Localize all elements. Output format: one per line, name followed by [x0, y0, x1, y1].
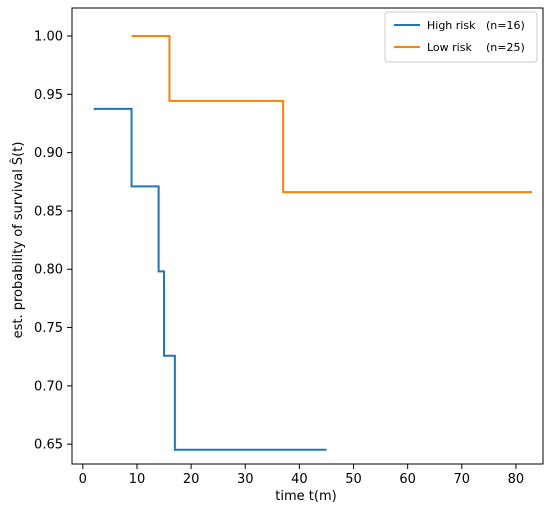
y-tick-label: 1.00: [34, 29, 63, 44]
legend-label-low-risk: Low risk: [427, 41, 472, 54]
series-line-low-risk: [131, 34, 533, 194]
x-tick-label: 30: [237, 472, 254, 487]
series-line-high-risk: [93, 107, 327, 451]
x-tick-label: 0: [79, 472, 87, 487]
x-tick-label: 50: [345, 472, 362, 487]
x-tick-label: 40: [291, 472, 308, 487]
y-tick-label: 0.70: [34, 379, 63, 394]
legend-box: [384, 11, 538, 63]
y-tick-label: 0.65: [34, 438, 63, 453]
legend: High risk (n=16) Low risk (n=25): [384, 11, 538, 63]
y-tick-label: 0.95: [34, 88, 63, 103]
legend-label-high-risk: High risk: [427, 19, 476, 32]
y-axis-label: est. probability of survival Ŝ(t): [10, 142, 26, 339]
plot-frame: [71, 7, 544, 465]
x-axis-ticks: 0 10 20 30 40 50 60 70 80: [79, 464, 525, 487]
x-tick-label: 20: [183, 472, 200, 487]
x-tick-label: 60: [399, 472, 416, 487]
x-tick-label: 80: [508, 472, 525, 487]
legend-count-high-risk: (n=16): [486, 19, 525, 32]
x-tick-label: 10: [129, 472, 146, 487]
series-layer: [93, 34, 533, 451]
y-tick-label: 0.90: [34, 146, 63, 161]
x-axis-label: time t(m): [275, 489, 336, 504]
plot-area: [71, 7, 544, 465]
y-tick-label: 0.85: [34, 204, 63, 219]
y-tick-label: 0.75: [34, 321, 63, 336]
y-tick-label: 0.80: [34, 263, 63, 278]
y-axis-ticks: 0.65 0.70 0.75 0.80 0.85 0.90 0.95 1.00: [34, 29, 72, 453]
x-tick-label: 70: [454, 472, 471, 487]
legend-count-low-risk: (n=25): [486, 41, 525, 54]
